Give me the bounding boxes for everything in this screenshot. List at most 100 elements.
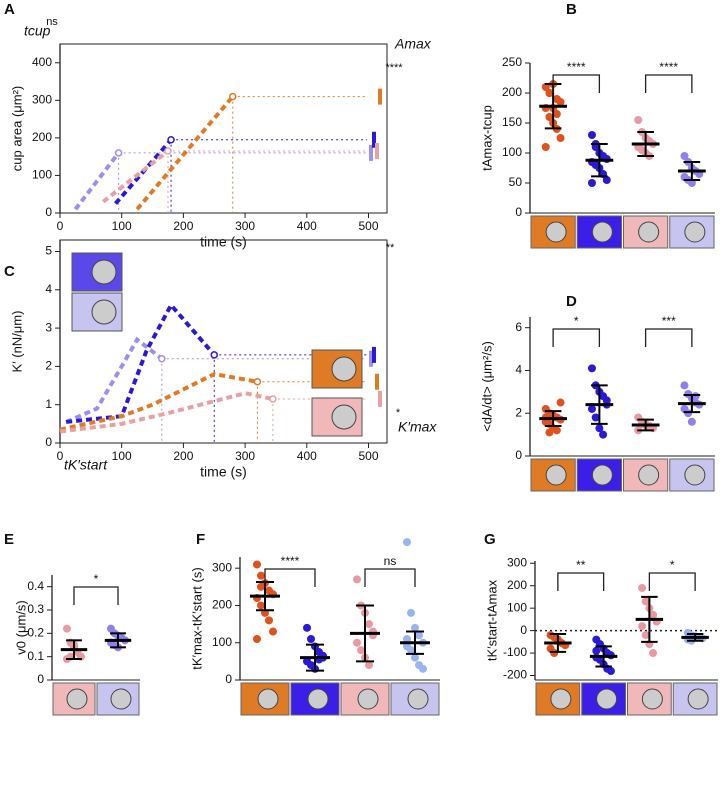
data-point (253, 560, 261, 569)
annotation: * (396, 407, 401, 419)
y-axis-label: v0 (μm/s) (13, 600, 28, 654)
y-tick-label: 300 (32, 93, 52, 107)
group-icon-cell (257, 688, 279, 710)
sig-label: * (670, 558, 675, 572)
group-icon-cell (550, 688, 572, 710)
data-point (403, 538, 411, 547)
y-tick-label: 200 (32, 130, 52, 144)
group-icon-cell (684, 221, 706, 243)
data-point (265, 616, 273, 625)
panel-label: F (196, 531, 205, 548)
cell-icon-body (331, 404, 357, 430)
data-point (407, 646, 415, 655)
data-point (599, 430, 608, 439)
data-point (649, 610, 658, 619)
y-tick-label: 300 (212, 560, 232, 574)
data-point (307, 635, 315, 643)
max-bar (375, 143, 379, 160)
data-point (411, 653, 419, 662)
max-bar (375, 373, 379, 390)
panel-label: A (4, 1, 15, 18)
end-marker (229, 92, 237, 101)
data-point (556, 134, 565, 142)
group-icon-cell (545, 221, 567, 243)
panel-label: G (484, 531, 496, 548)
data-point (587, 404, 596, 413)
x-tick-label: 400 (297, 449, 317, 463)
y-tick-label: 4 (45, 282, 52, 296)
data-point (649, 649, 658, 658)
x-tick-label: 0 (57, 449, 64, 463)
data-point (353, 638, 361, 647)
annotation: ** (386, 242, 395, 254)
y-tick-label: 0 (45, 435, 52, 449)
y-tick-label: 400 (32, 55, 52, 69)
data-point (587, 364, 596, 373)
end-marker (167, 136, 175, 144)
data-point (365, 661, 373, 670)
y-tick-label: 0 (45, 205, 52, 219)
group-icon-cell (407, 688, 429, 710)
y-tick-label: 50 (509, 175, 523, 189)
y-axis-label: <dA/dt> (μm²/s) (479, 341, 494, 432)
y-tick-label: 2 (515, 405, 522, 419)
end-marker (158, 354, 166, 363)
data-point (556, 398, 565, 407)
y-axis-label: K′ (nN/μm) (9, 311, 24, 373)
y-tick-label: 100 (507, 600, 527, 614)
data-point (545, 89, 554, 97)
y-tick-label: 0 (515, 448, 522, 462)
data-point (545, 428, 554, 437)
y-tick-label: -200 (503, 668, 527, 682)
group-icon-cell (638, 464, 660, 486)
data-line (65, 301, 216, 424)
y-tick-label: 1 (45, 397, 52, 411)
y-tick-label: 5 (45, 244, 52, 258)
data-point (253, 635, 261, 643)
y-tick-label: 200 (502, 85, 522, 99)
sig-bracket (73, 586, 119, 605)
data-point (641, 631, 650, 640)
y-tick-label: 0.3 (27, 602, 44, 616)
group-icon-cell (357, 688, 379, 710)
annotation: tK′start (64, 457, 108, 473)
data-line (65, 336, 164, 424)
y-tick-label: 0.2 (27, 626, 44, 640)
y-tick-label: 100 (502, 145, 522, 159)
sig-label: *** (662, 314, 676, 328)
x-tick-label: 100 (112, 449, 132, 463)
x-tick-label: 0 (57, 219, 64, 233)
y-tick-label: 0 (515, 205, 522, 219)
max-bar (372, 131, 376, 148)
end-marker (269, 395, 277, 403)
data-point (403, 635, 411, 643)
data-point (407, 608, 415, 617)
max-bar (378, 390, 382, 407)
end-marker (114, 149, 123, 157)
data-point (257, 582, 265, 591)
x-tick-label: 400 (297, 219, 317, 233)
x-tick-label: 500 (358, 449, 378, 463)
max-bar (372, 346, 376, 363)
sig-bracket (552, 328, 601, 347)
cell-icon-body (91, 299, 117, 325)
x-tick-label: 200 (173, 219, 193, 233)
plot-frame (59, 239, 388, 444)
annotation: Amax (394, 36, 432, 52)
y-tick-label: 150 (502, 115, 522, 129)
y-tick-label: 6 (515, 320, 522, 334)
data-point (602, 396, 611, 405)
data-point (419, 664, 427, 673)
y-tick-label: 3 (45, 320, 52, 334)
data-point (257, 601, 265, 610)
data-line (59, 371, 258, 432)
data-point (680, 152, 689, 160)
cell-icon-body (91, 259, 117, 285)
group-icon-cell (641, 688, 663, 710)
sig-label: * (574, 314, 579, 328)
data-point (638, 622, 647, 631)
sig-label: * (94, 572, 99, 586)
group-icon-cell (545, 464, 567, 486)
sig-label: ns (384, 554, 397, 568)
data-point (595, 424, 604, 433)
